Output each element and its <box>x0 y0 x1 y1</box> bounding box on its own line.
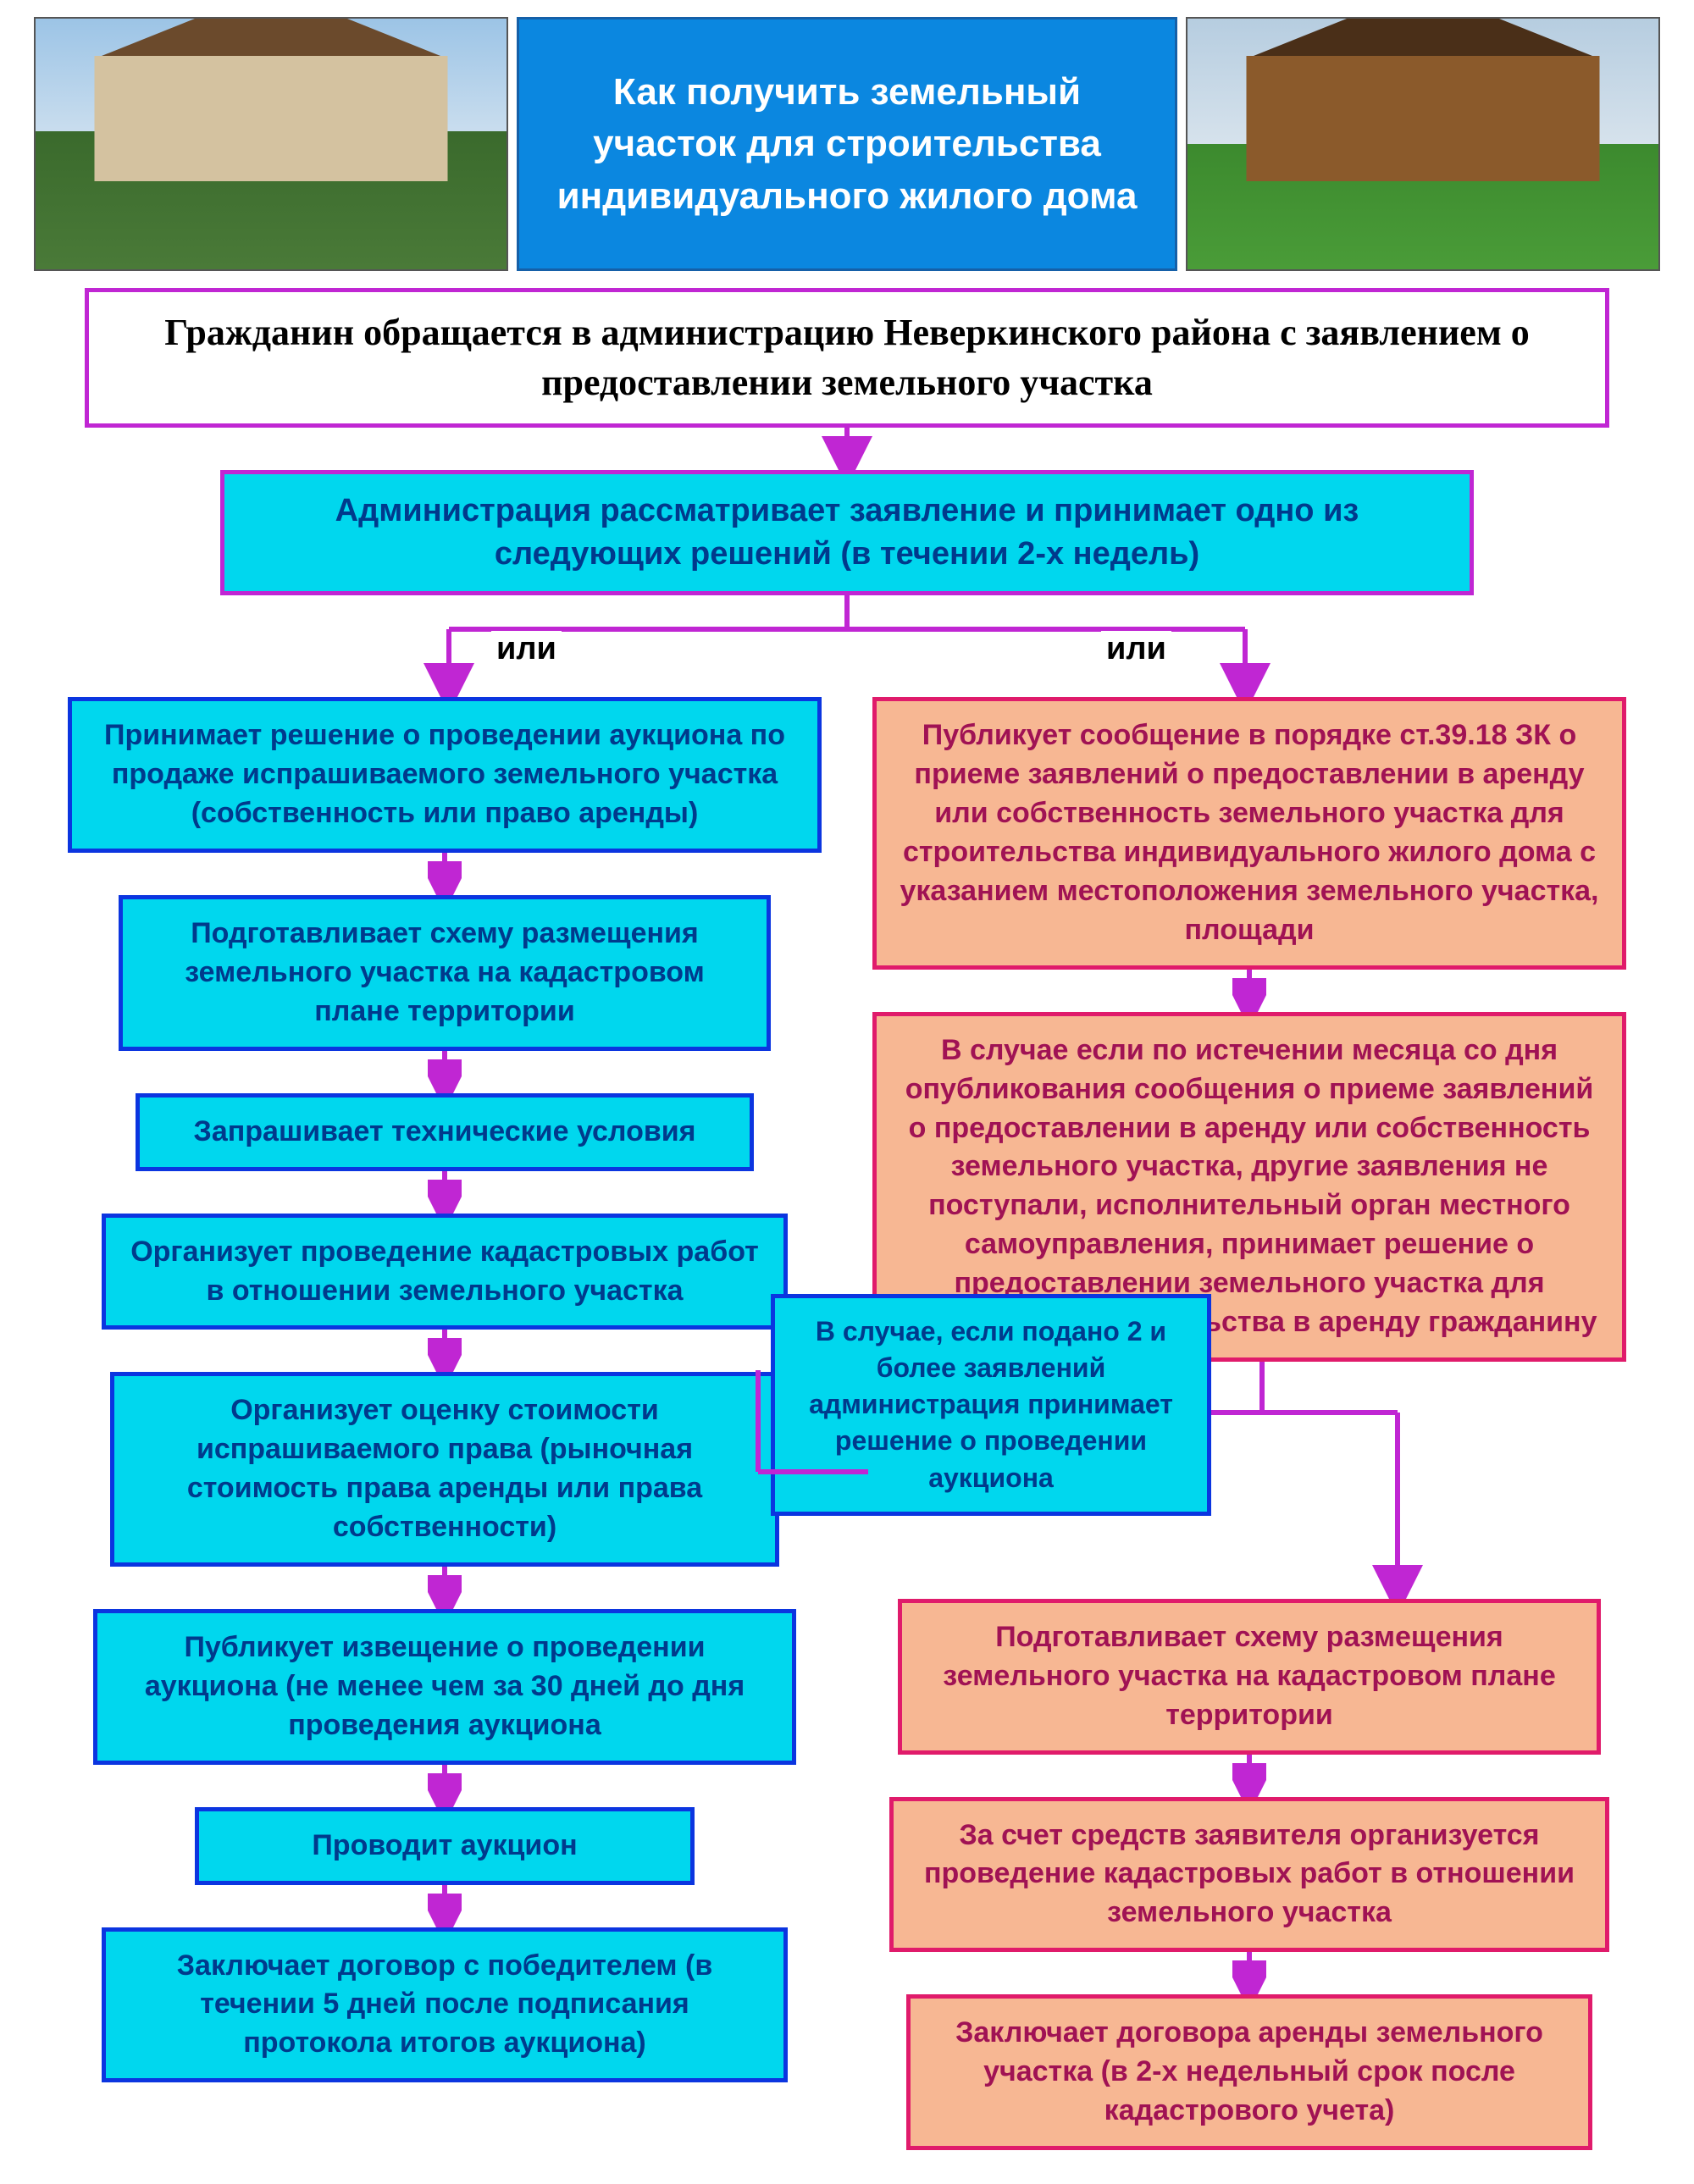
house-image-left <box>34 17 508 271</box>
flow-columns: Принимает решение о проведении аукциона … <box>34 697 1660 2149</box>
left-node-hold-auction: Проводит аукцион <box>195 1807 695 1885</box>
right-node-lease-contract: Заключает договора аренды земельного уча… <box>906 1994 1592 2150</box>
right-column: Публикует сообщение в порядке ст.39.18 З… <box>872 697 1626 2149</box>
intro-box: Гражданин обращается в администрацию Нев… <box>85 288 1609 428</box>
or-label-left: или <box>491 631 562 667</box>
left-node-tech-conditions: Запрашивает технические условия <box>136 1093 754 1171</box>
left-node-publish-notice: Публикует извещение о проведении аукцион… <box>93 1609 796 1765</box>
left-node-auction-decision: Принимает решение о проведении аукциона … <box>68 697 822 853</box>
right-node-publish: Публикует сообщение в порядке ст.39.18 З… <box>872 697 1626 969</box>
or-split: или или <box>34 595 1660 697</box>
house-image-right <box>1186 17 1660 271</box>
left-node-valuation: Организует оценку стоимости испрашиваемо… <box>110 1372 779 1567</box>
header-row: Как получить земельный участок для строи… <box>34 17 1660 271</box>
title-box: Как получить земельный участок для строи… <box>517 17 1177 271</box>
left-node-cadastral: Организует проведение кадастровых работ … <box>102 1214 788 1330</box>
left-column: Принимает решение о проведении аукциона … <box>68 697 822 2149</box>
arrow-intro-to-decision <box>34 428 1660 470</box>
decision-box: Администрация рассматривает заявление и … <box>220 470 1474 596</box>
left-node-contract: Заключает договор с победителем (в течен… <box>102 1927 788 2083</box>
or-label-right: или <box>1101 631 1171 667</box>
page-title: Как получить земельный участок для строи… <box>553 66 1141 223</box>
right-node-cadastral: За счет средств заявителя организуется п… <box>889 1797 1609 1953</box>
right-node-scheme: Подготавливает схему размещения земельно… <box>898 1599 1601 1755</box>
cross-link-overlay <box>0 0 1626 8</box>
left-node-scheme: Подготавливает схему размещения земельно… <box>119 895 771 1051</box>
